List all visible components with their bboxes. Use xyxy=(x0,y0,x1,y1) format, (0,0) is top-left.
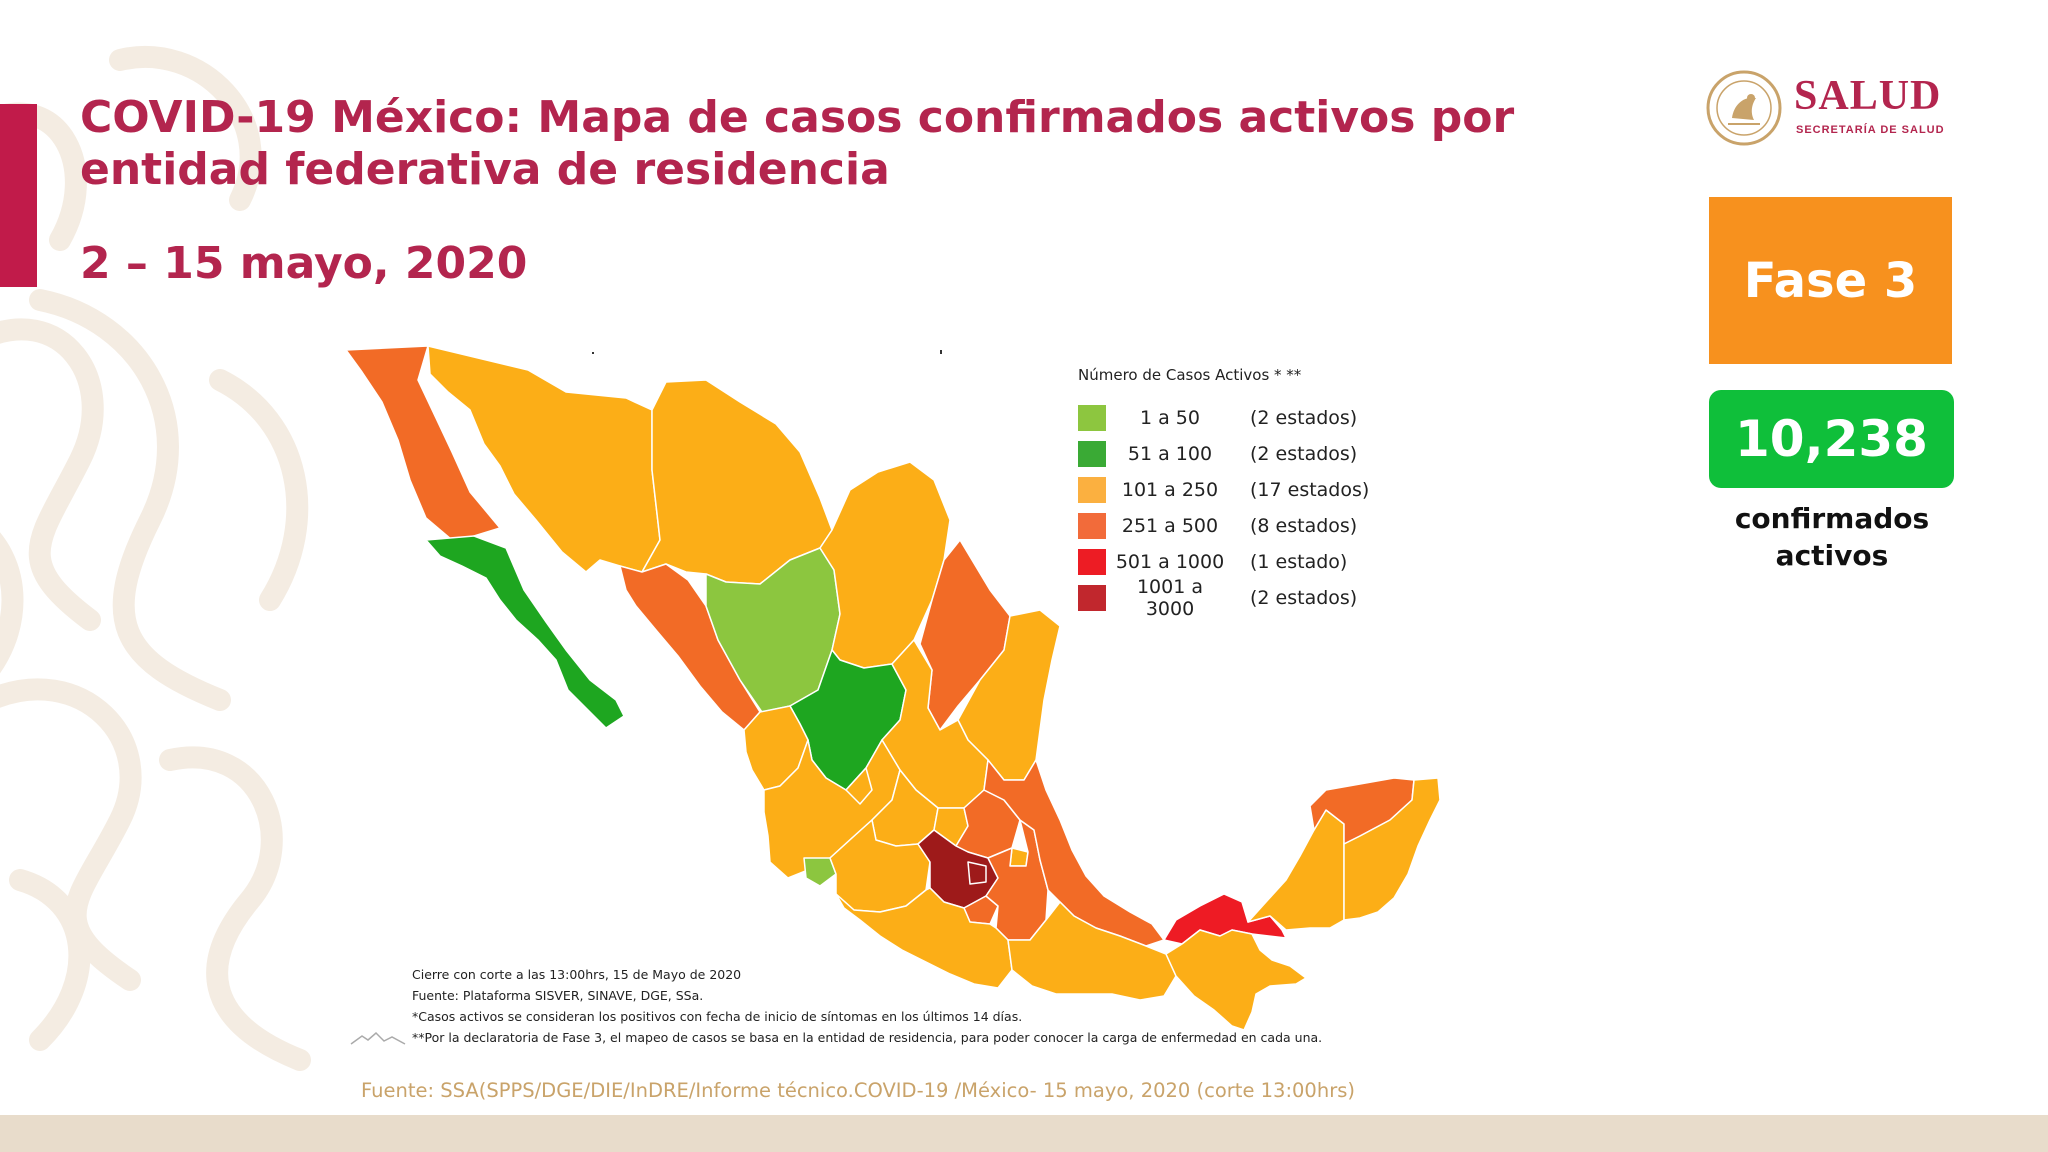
state-colima xyxy=(803,857,837,887)
state-aguascalientes xyxy=(845,767,873,805)
logo-name: SALUD xyxy=(1794,73,1942,119)
legend-range: 1001 a 3000 xyxy=(1136,576,1204,620)
state-chihuahua xyxy=(641,379,833,585)
background-pattern xyxy=(0,45,311,1071)
active-cases-count: 10,238 xyxy=(1709,390,1954,488)
legend-count: (17 estados) xyxy=(1250,479,1370,501)
legend-swatch xyxy=(1078,585,1106,611)
legend-count: (2 estados) xyxy=(1250,443,1358,465)
active-cases-label: confirmados activos xyxy=(1700,500,1964,574)
title-line-1: COVID-19 México: Mapa de casos confirmad… xyxy=(80,92,1515,143)
state-chiapas xyxy=(1165,929,1307,1031)
state-guerrero xyxy=(835,887,1013,989)
accent-bar xyxy=(0,104,37,287)
state-ciudad-de-mexico xyxy=(967,861,987,885)
legend-swatch xyxy=(1078,549,1106,575)
legend-item: 251 a 500 (8 estados) xyxy=(1078,508,1408,544)
legend-item: 501 a 1000 (1 estado) xyxy=(1078,544,1408,580)
legend-swatch xyxy=(1078,513,1106,539)
legend-swatch xyxy=(1078,477,1106,503)
bottom-band xyxy=(0,1115,2048,1152)
legend-swatch xyxy=(1078,405,1106,431)
footnote-phase3-note: **Por la declaratoria de Fase 3, el mape… xyxy=(412,1030,1323,1045)
legend-range: 101 a 250 xyxy=(1121,479,1219,501)
legend-item: 1 a 50 (2 estados) xyxy=(1078,400,1408,436)
footnotes: Cierre con corte a las 13:00hrs, 15 de M… xyxy=(412,964,1323,1048)
footnote-cutoff: Cierre con corte a las 13:00hrs, 15 de M… xyxy=(412,967,742,982)
legend-count: (1 estado) xyxy=(1250,551,1348,573)
legend-range: 251 a 500 xyxy=(1121,515,1219,537)
legend-count: (8 estados) xyxy=(1250,515,1358,537)
legend-item: 1001 a 3000 (2 estados) xyxy=(1078,576,1408,620)
mountain-line-icon xyxy=(350,1031,406,1045)
legend-item: 51 a 100 (2 estados) xyxy=(1078,436,1408,472)
page-title: COVID-19 México: Mapa de casos confirmad… xyxy=(80,92,1540,196)
date-range: 2 – 15 mayo, 2020 xyxy=(80,238,528,289)
state-quintana-roo xyxy=(1343,777,1441,921)
legend-count: (2 estados) xyxy=(1250,587,1358,609)
coat-of-arms-icon xyxy=(1706,70,1782,146)
active-cases-label-line2: activos xyxy=(1775,539,1889,572)
legend-item: 101 a 250 (17 estados) xyxy=(1078,472,1408,508)
legend-range: 1 a 50 xyxy=(1140,407,1200,429)
state-baja-california-sur xyxy=(425,535,625,729)
state-tlaxcala xyxy=(1009,847,1029,867)
legend-title: Número de Casos Activos * ** xyxy=(1078,366,1302,384)
map-legend: Número de Casos Activos * ** 1 a 50 (2 e… xyxy=(1078,366,1408,620)
mexico-map xyxy=(345,345,1441,1031)
salud-logo: SALUD SECRETARÍA DE SALUD xyxy=(1704,68,1974,148)
state-campeche xyxy=(1247,809,1345,931)
legend-range: 51 a 100 xyxy=(1127,443,1213,465)
phase-badge: Fase 3 xyxy=(1709,197,1952,364)
active-cases-label-line1: confirmados xyxy=(1734,502,1930,535)
legend-count: (2 estados) xyxy=(1250,407,1358,429)
footnote-active-definition: *Casos activos se consideran los positiv… xyxy=(412,1009,1023,1024)
state-nuevo-leon xyxy=(919,539,1011,731)
legend-swatch xyxy=(1078,441,1106,467)
footnote-source: Fuente: Plataforma SISVER, SINAVE, DGE, … xyxy=(412,988,704,1003)
logo-subtitle: SECRETARÍA DE SALUD xyxy=(1796,124,1945,136)
title-line-2: entidad federativa de residencia xyxy=(80,144,890,195)
state-sonora xyxy=(427,345,661,573)
source-footer: Fuente: SSA(SPPS/DGE/DIE/InDRE/Informe t… xyxy=(361,1079,1355,1102)
map-specks xyxy=(592,350,942,354)
legend-range: 501 a 1000 xyxy=(1115,551,1225,573)
